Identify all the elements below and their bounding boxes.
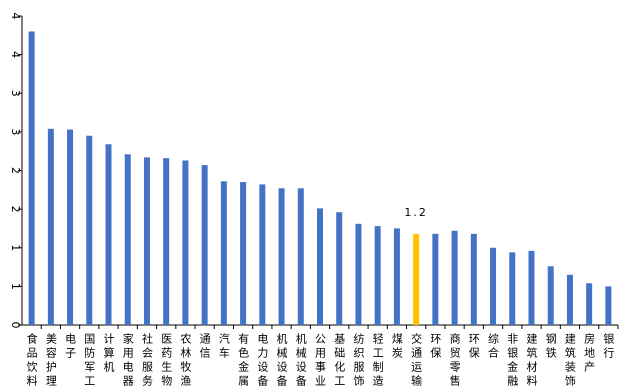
bar xyxy=(528,250,535,325)
bar xyxy=(278,188,285,325)
x-tick-label: 电力设备 xyxy=(256,333,269,387)
bar xyxy=(124,154,131,325)
bar xyxy=(86,135,93,325)
y-tick-label: 0 xyxy=(9,322,22,329)
x-tick-label: 有色金属 xyxy=(237,332,250,387)
bar xyxy=(374,226,381,325)
x-tick-label: 非银金融 xyxy=(506,333,519,387)
x-tick-label: 纺织服饰 xyxy=(352,332,365,387)
bar xyxy=(220,181,227,325)
x-tick-label: 家用电器 xyxy=(121,332,134,387)
x-tick-label: 机械设备 xyxy=(275,332,288,387)
x-tick-label: 钢铁 xyxy=(544,333,557,361)
x-tick-label: 通信 xyxy=(198,333,211,361)
x-tick-label: 建筑装饰 xyxy=(563,332,576,387)
bar xyxy=(47,128,54,325)
x-tick-label: 建筑材料 xyxy=(525,332,538,387)
bar xyxy=(470,233,477,325)
x-tick-label: 商贸零售 xyxy=(448,332,461,387)
bar xyxy=(605,286,612,325)
y-tick-label: 3 xyxy=(9,128,22,135)
bar xyxy=(586,283,593,325)
x-tick-label: 基础化工 xyxy=(333,333,346,387)
bar xyxy=(240,182,247,325)
x-tick-label: 国防军工 xyxy=(83,333,96,387)
x-tick-label: 食品饮料 xyxy=(25,332,38,387)
x-tick-label: 汽车 xyxy=(217,332,230,361)
bar xyxy=(509,252,516,325)
bar xyxy=(297,188,304,325)
bar xyxy=(105,144,112,325)
bar xyxy=(547,266,554,325)
bar xyxy=(432,233,439,325)
bar xyxy=(336,212,343,325)
x-tick-label: 电子 xyxy=(64,333,77,361)
bar xyxy=(143,157,150,325)
x-tick-label: 轻工制造 xyxy=(371,332,384,387)
y-tick-label: 4 xyxy=(9,51,22,58)
y-tick-label: 2 xyxy=(9,167,22,174)
y-tick-label: 1 xyxy=(9,244,22,251)
x-tick-label: 煤炭 xyxy=(390,333,403,361)
x-tick-label: 计算机 xyxy=(102,333,115,375)
x-tick-label: 公用事业 xyxy=(314,333,327,387)
x-tick-label: 综合 xyxy=(487,332,500,361)
x-tick-label: 社会服务 xyxy=(140,332,153,387)
x-tick-label: 环保 xyxy=(467,333,480,361)
x-tick-label: 交通运输 xyxy=(410,332,423,387)
bar xyxy=(355,223,362,325)
x-tick-label: 机械设备 xyxy=(294,332,307,387)
bar xyxy=(451,230,458,325)
x-tick-label: 医药生物 xyxy=(160,333,173,387)
x-tick-label: 美容护理 xyxy=(44,333,57,387)
x-tick-label: 房地产 xyxy=(583,333,596,375)
x-tick-label: 银行 xyxy=(602,332,615,361)
bar xyxy=(259,184,266,325)
bar xyxy=(413,233,420,325)
bar xyxy=(201,165,208,325)
bar xyxy=(28,31,35,325)
x-tick-label: 农林牧渔 xyxy=(179,332,192,387)
y-tick-label: 1 xyxy=(9,283,22,290)
y-tick-label: 3 xyxy=(9,90,22,97)
bar xyxy=(490,247,497,325)
y-tick-label: 2 xyxy=(9,206,22,213)
bar xyxy=(182,160,189,325)
y-tick-label: 4 xyxy=(9,13,22,20)
bar xyxy=(317,208,323,325)
bar xyxy=(163,158,170,325)
bar xyxy=(393,228,400,325)
bar xyxy=(566,274,573,325)
bar xyxy=(67,129,74,325)
value-label: 1.2 xyxy=(404,206,428,219)
x-tick-label: 环保 xyxy=(429,333,442,361)
